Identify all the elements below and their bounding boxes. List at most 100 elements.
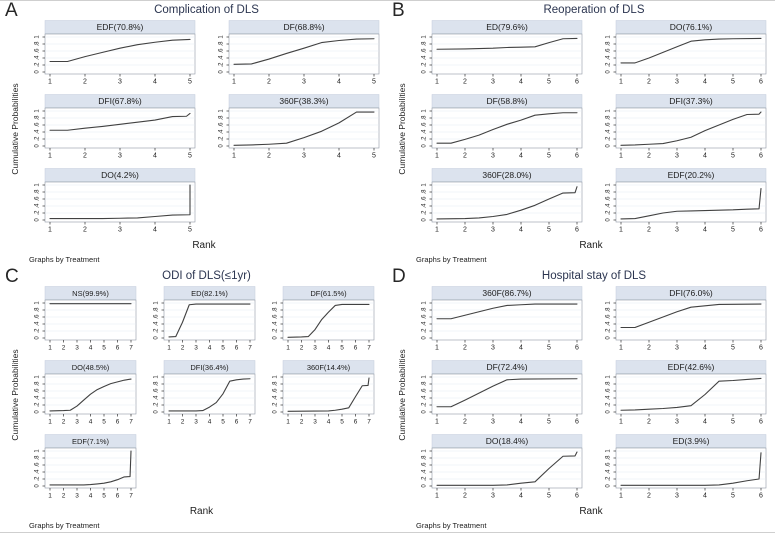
svg-text:EDF(70.8%): EDF(70.8%) bbox=[97, 22, 144, 32]
svg-text:.2: .2 bbox=[273, 402, 279, 408]
svg-text:DO(76.1%): DO(76.1%) bbox=[670, 22, 713, 32]
svg-text:1: 1 bbox=[154, 301, 160, 305]
svg-text:.6: .6 bbox=[35, 462, 41, 468]
svg-text:.6: .6 bbox=[606, 48, 612, 54]
panel-title-b: Reoperation of DLS bbox=[543, 4, 645, 16]
svg-text:360F(28.0%): 360F(28.0%) bbox=[482, 170, 531, 180]
subplot-b-360f: 360F(28.0%) 0 .2.4.6.8 1 1 2 3 4 5 6 bbox=[413, 168, 585, 239]
svg-text:1: 1 bbox=[435, 345, 439, 352]
svg-text:.2: .2 bbox=[606, 328, 612, 334]
svg-text:.4: .4 bbox=[422, 321, 428, 327]
svg-text:1: 1 bbox=[619, 79, 623, 86]
svg-text:.4: .4 bbox=[606, 395, 612, 401]
svg-text:4: 4 bbox=[327, 345, 331, 352]
panel-a: A Complication of DLS Cumulative Probabi… bbox=[0, 0, 387, 267]
graphs-by-note-b: Graphs by Treatment bbox=[416, 255, 487, 264]
svg-text:DF(72.4%): DF(72.4%) bbox=[486, 362, 527, 372]
svg-text:2: 2 bbox=[647, 227, 651, 234]
svg-text:0: 0 bbox=[606, 336, 612, 340]
subplot-d-dfi: DFI(76.0%) 0 .2.4.6.8 1 1 2 3 4 5 6 bbox=[597, 286, 769, 357]
svg-text:3: 3 bbox=[675, 227, 679, 234]
svg-text:7: 7 bbox=[248, 419, 252, 426]
svg-text:.4: .4 bbox=[273, 321, 279, 327]
svg-text:.2: .2 bbox=[219, 136, 225, 142]
svg-text:1: 1 bbox=[219, 35, 225, 39]
subplot-d-ed: ED(3.9%) 0 .2.4.6.8 1 1 2 3 4 5 6 bbox=[597, 434, 769, 505]
svg-text:5: 5 bbox=[731, 227, 735, 234]
svg-text:1: 1 bbox=[35, 183, 41, 187]
svg-text:4: 4 bbox=[153, 227, 157, 234]
svg-text:.4: .4 bbox=[422, 395, 428, 401]
svg-text:3: 3 bbox=[302, 153, 306, 160]
svg-text:3: 3 bbox=[491, 227, 495, 234]
svg-text:3: 3 bbox=[675, 493, 679, 500]
y-axis-label-c: Cumulative Probabilities bbox=[10, 349, 20, 441]
svg-text:5: 5 bbox=[547, 419, 551, 426]
svg-text:.2: .2 bbox=[422, 62, 428, 68]
svg-text:.8: .8 bbox=[35, 381, 41, 387]
svg-text:.8: .8 bbox=[273, 307, 279, 313]
svg-text:.4: .4 bbox=[422, 55, 428, 61]
panel-letter-a: A bbox=[5, 0, 18, 21]
svg-text:0: 0 bbox=[422, 484, 428, 488]
svg-text:.6: .6 bbox=[35, 314, 41, 320]
svg-text:3: 3 bbox=[302, 79, 306, 86]
svg-text:.6: .6 bbox=[273, 388, 279, 394]
svg-text:1: 1 bbox=[286, 419, 290, 426]
svg-text:.4: .4 bbox=[35, 129, 41, 135]
svg-text:7: 7 bbox=[367, 345, 371, 352]
svg-text:.8: .8 bbox=[606, 307, 612, 313]
svg-text:0: 0 bbox=[606, 410, 612, 414]
svg-text:0: 0 bbox=[35, 144, 41, 148]
svg-text:.2: .2 bbox=[154, 402, 160, 408]
svg-text:5: 5 bbox=[547, 227, 551, 234]
subplot-b-dfi: DFI(37.3%) 0 .2.4.6.8 1 1 2 3 4 5 6 bbox=[597, 94, 769, 165]
svg-text:.4: .4 bbox=[606, 203, 612, 209]
subplot-b-df: DF(58.8%) 0 .2.4.6.8 1 1 2 3 4 5 6 bbox=[413, 94, 585, 165]
svg-text:.2: .2 bbox=[35, 136, 41, 142]
svg-text:5: 5 bbox=[102, 493, 106, 500]
svg-text:4: 4 bbox=[337, 79, 341, 86]
svg-text:3: 3 bbox=[313, 419, 317, 426]
svg-text:2: 2 bbox=[463, 153, 467, 160]
svg-text:.2: .2 bbox=[422, 476, 428, 482]
svg-text:3: 3 bbox=[313, 345, 317, 352]
svg-text:6: 6 bbox=[354, 419, 358, 426]
svg-text:2: 2 bbox=[463, 419, 467, 426]
svg-text:5: 5 bbox=[372, 79, 376, 86]
svg-text:.2: .2 bbox=[35, 62, 41, 68]
svg-text:.8: .8 bbox=[35, 41, 41, 47]
svg-text:4: 4 bbox=[153, 153, 157, 160]
svg-text:7: 7 bbox=[129, 493, 133, 500]
svg-text:2: 2 bbox=[463, 493, 467, 500]
svg-text:6: 6 bbox=[116, 419, 120, 426]
subplot-a-df: DF(68.8%) 0 .2.4.6.8 1 1 2 3 4 5 bbox=[210, 20, 382, 91]
svg-text:.2: .2 bbox=[422, 328, 428, 334]
panel-title-c: ODI of DLS(≤1yr) bbox=[162, 270, 251, 282]
svg-text:1: 1 bbox=[619, 345, 623, 352]
svg-text:3: 3 bbox=[675, 79, 679, 86]
svg-text:.2: .2 bbox=[35, 476, 41, 482]
svg-text:.6: .6 bbox=[35, 122, 41, 128]
svg-text:6: 6 bbox=[575, 79, 579, 86]
svg-text:4: 4 bbox=[519, 345, 523, 352]
svg-text:.8: .8 bbox=[422, 115, 428, 121]
svg-text:0: 0 bbox=[606, 70, 612, 74]
panel-letter-c: C bbox=[5, 266, 19, 287]
svg-text:4: 4 bbox=[703, 419, 707, 426]
svg-text:2: 2 bbox=[300, 419, 304, 426]
svg-text:7: 7 bbox=[129, 419, 133, 426]
svg-text:.2: .2 bbox=[606, 62, 612, 68]
svg-text:1: 1 bbox=[48, 153, 52, 160]
svg-text:.8: .8 bbox=[422, 381, 428, 387]
panel-b: B Reoperation of DLS Cumulative Probabil… bbox=[387, 0, 775, 267]
svg-text:1: 1 bbox=[48, 493, 52, 500]
svg-text:0: 0 bbox=[422, 144, 428, 148]
svg-text:3: 3 bbox=[491, 153, 495, 160]
svg-text:6: 6 bbox=[116, 493, 120, 500]
svg-text:.2: .2 bbox=[273, 328, 279, 334]
svg-text:4: 4 bbox=[703, 345, 707, 352]
svg-text:1: 1 bbox=[219, 109, 225, 113]
svg-text:360F(38.3%): 360F(38.3%) bbox=[279, 96, 328, 106]
subplot-b-edf: EDF(20.2%) 0 .2.4.6.8 1 1 2 3 4 5 6 bbox=[597, 168, 769, 239]
